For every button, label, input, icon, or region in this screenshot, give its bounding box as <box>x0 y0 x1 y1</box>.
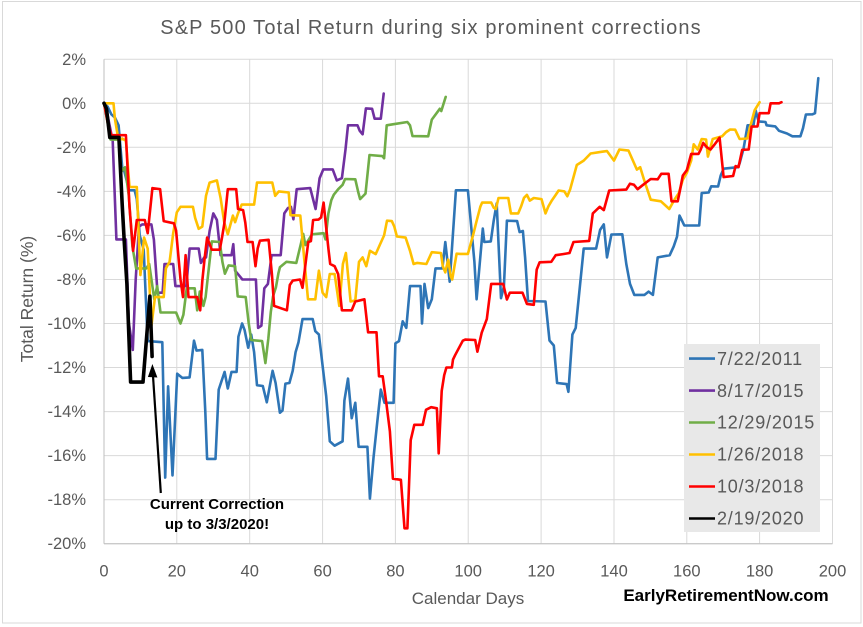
svg-text:180: 180 <box>746 563 774 581</box>
svg-text:140: 140 <box>600 563 628 581</box>
svg-text:7/22/2011: 7/22/2011 <box>717 349 803 369</box>
svg-text:S&P 500 Total Return during si: S&P 500 Total Return during six prominen… <box>160 17 702 39</box>
svg-text:120: 120 <box>527 563 555 581</box>
svg-text:160: 160 <box>673 563 701 581</box>
svg-text:up to 3/3/2020!: up to 3/3/2020! <box>165 516 269 533</box>
svg-text:Total Return (%): Total Return (%) <box>17 236 37 362</box>
svg-text:-18%: -18% <box>47 491 86 509</box>
svg-text:80: 80 <box>386 563 404 581</box>
svg-text:8/17/2015: 8/17/2015 <box>717 381 804 401</box>
svg-text:EarlyRetirementNow.com: EarlyRetirementNow.com <box>623 586 828 605</box>
svg-text:12/29/2015: 12/29/2015 <box>717 413 815 433</box>
svg-text:2/19/2020: 2/19/2020 <box>717 509 804 529</box>
svg-text:-2%: -2% <box>57 139 87 157</box>
svg-text:1/26/2018: 1/26/2018 <box>717 445 804 465</box>
svg-text:60: 60 <box>313 563 331 581</box>
svg-text:Calendar Days: Calendar Days <box>412 589 524 608</box>
svg-text:2%: 2% <box>62 51 86 69</box>
svg-text:Current Correction: Current Correction <box>150 496 284 513</box>
svg-text:200: 200 <box>819 563 847 581</box>
svg-text:-10%: -10% <box>47 315 86 333</box>
svg-text:10/3/2018: 10/3/2018 <box>717 477 804 497</box>
svg-text:40: 40 <box>241 563 259 581</box>
svg-text:-12%: -12% <box>47 359 86 377</box>
svg-text:-8%: -8% <box>57 271 87 289</box>
svg-text:0: 0 <box>99 563 108 581</box>
svg-text:-20%: -20% <box>47 535 86 553</box>
svg-text:-4%: -4% <box>57 183 87 201</box>
svg-text:0%: 0% <box>62 95 86 113</box>
svg-text:20: 20 <box>168 563 186 581</box>
svg-text:-6%: -6% <box>57 227 87 245</box>
svg-text:-14%: -14% <box>47 403 86 421</box>
svg-text:100: 100 <box>454 563 482 581</box>
svg-text:-16%: -16% <box>47 447 86 465</box>
